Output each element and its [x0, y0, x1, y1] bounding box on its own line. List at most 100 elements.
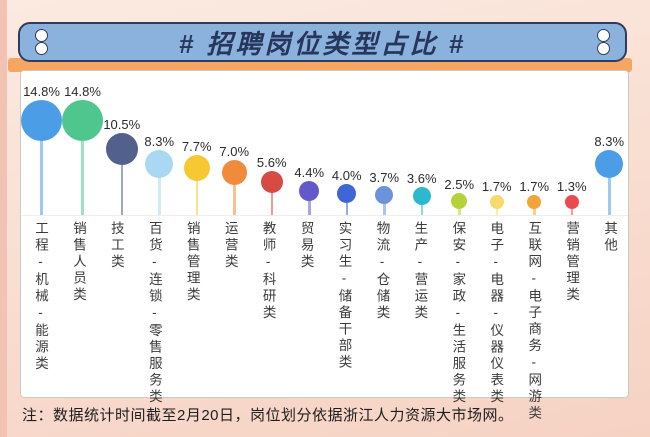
category-label: 营销管理类: [564, 221, 580, 304]
category-label: 教师-科研类: [260, 221, 276, 322]
chart-column: 14.8%: [21, 71, 62, 215]
bubble: [299, 181, 320, 201]
bubble: [527, 195, 542, 209]
value-label: 3.6%: [406, 171, 437, 186]
stem: [420, 205, 423, 215]
category-label: 实习生-储备干部类: [336, 221, 352, 371]
bubble: [183, 155, 210, 181]
chart-column: 4.0%: [328, 71, 366, 215]
chart-panel: 14.8% 14.8% 10.5% 8.3% 7.7% 7.0% 5.6% 4.4% 4.0% 3…: [20, 70, 629, 422]
value-label: 1.7%: [519, 179, 550, 194]
category-label: 其他: [602, 221, 618, 254]
chart-column: 8.3%: [141, 71, 179, 215]
category-cell: 技工类: [97, 221, 135, 271]
page-title: # 招聘岗位类型占比 #: [178, 28, 467, 59]
category-cell: 生产-营运类: [400, 221, 438, 322]
category-cell: 电子-电器-仪器仪表类: [476, 221, 514, 406]
bubble: [489, 195, 504, 209]
bubble: [105, 133, 138, 165]
category-label: 贸易类: [298, 221, 314, 271]
value-label: 8.3%: [144, 134, 175, 149]
category-cell: 互联网-电子商务-网游类: [514, 221, 552, 422]
category-cell: 实习生-储备干部类: [325, 221, 363, 371]
chart-column: 7.7%: [178, 71, 216, 215]
binder-hole-icon: [35, 42, 48, 55]
chart-stage: 14.8% 14.8% 10.5% 8.3% 7.7% 7.0% 5.6% 4.4% 4.0% 3…: [21, 71, 628, 216]
footnote: 注：数据统计时间截至2月20日，岗位划分依据浙江人力资源大市场网。: [22, 407, 514, 424]
binder-holes-left: [35, 29, 48, 55]
stem: [195, 181, 198, 215]
chart-column: 7.0%: [216, 71, 254, 215]
value-label: 8.3%: [594, 134, 625, 149]
category-label: 物流-仓储类: [374, 221, 390, 322]
stem: [608, 178, 611, 215]
category-cell: 百货-连锁-零售服务类: [135, 221, 173, 406]
category-cell: 营销管理类: [552, 221, 590, 304]
value-label: 7.7%: [181, 139, 212, 154]
binder-holes-right: [597, 29, 610, 55]
category-cell: 运营类: [211, 221, 249, 271]
stem: [458, 209, 461, 215]
value-label: 14.8%: [23, 84, 60, 99]
category-cell: 物流-仓储类: [362, 221, 400, 322]
bubble: [221, 160, 247, 185]
value-label: 14.8%: [64, 84, 101, 99]
category-cell: 工程-机械-能源类: [21, 221, 59, 373]
value-label: 7.0%: [219, 144, 250, 159]
category-label: 生产-营运类: [412, 221, 428, 322]
category-cell: 销售人员类: [59, 221, 97, 304]
bubble: [564, 195, 579, 209]
stem: [383, 204, 386, 215]
value-label: 2.5%: [444, 177, 475, 192]
bubble: [62, 100, 103, 141]
stem: [570, 209, 573, 215]
value-label: 1.3%: [556, 179, 587, 194]
category-label: 电子-电器-仪器仪表类: [488, 221, 504, 406]
chart-column: 4.4%: [291, 71, 329, 215]
stem: [495, 209, 498, 215]
stem: [533, 209, 536, 215]
chart-column: 3.7%: [366, 71, 404, 215]
chart-column: 2.5%: [441, 71, 479, 215]
stem: [158, 178, 161, 215]
bubble: [451, 193, 468, 209]
binder-hole-icon: [597, 42, 610, 55]
chart-column: 14.8%: [62, 71, 103, 215]
chart-column: 1.7%: [516, 71, 554, 215]
category-row: 工程-机械-能源类 销售人员类 技工类 百货-连锁-零售服务类 销售管理类 运营类 教师-科…: [21, 221, 628, 422]
category-label: 运营类: [222, 221, 238, 271]
category-label: 销售管理类: [184, 221, 200, 304]
binder-hole-icon: [35, 29, 48, 42]
category-label: 工程-机械-能源类: [33, 221, 49, 373]
bubble: [21, 100, 62, 141]
bubble: [595, 150, 624, 178]
stem: [308, 201, 311, 215]
category-label: 技工类: [108, 221, 124, 271]
chart-column: 8.3%: [591, 71, 629, 215]
stem: [233, 185, 236, 215]
stem: [345, 203, 348, 215]
value-label: 5.6%: [256, 155, 287, 170]
chart-column: 3.6%: [403, 71, 441, 215]
chart-column: 1.7%: [478, 71, 516, 215]
binder-hole-icon: [597, 29, 610, 42]
value-label: 10.5%: [103, 117, 141, 132]
category-label: 保安-家政-生活服务类: [450, 221, 466, 406]
value-label: 1.7%: [481, 179, 512, 194]
bubble: [412, 187, 431, 205]
category-label: 互联网-电子商务-网游类: [526, 221, 542, 422]
chart-column: 1.3%: [553, 71, 591, 215]
value-label: 4.0%: [331, 168, 362, 183]
header-banner: # 招聘岗位类型占比 #: [18, 22, 627, 62]
category-cell: 其他: [590, 221, 628, 254]
stem: [40, 141, 43, 215]
value-label: 4.4%: [294, 165, 325, 180]
stem: [120, 165, 123, 215]
bubble: [375, 186, 394, 204]
bubble: [260, 171, 283, 193]
value-label: 3.7%: [369, 170, 400, 185]
category-label: 百货-连锁-零售服务类: [146, 221, 162, 406]
bubble: [145, 150, 174, 178]
category-cell: 保安-家政-生活服务类: [438, 221, 476, 406]
